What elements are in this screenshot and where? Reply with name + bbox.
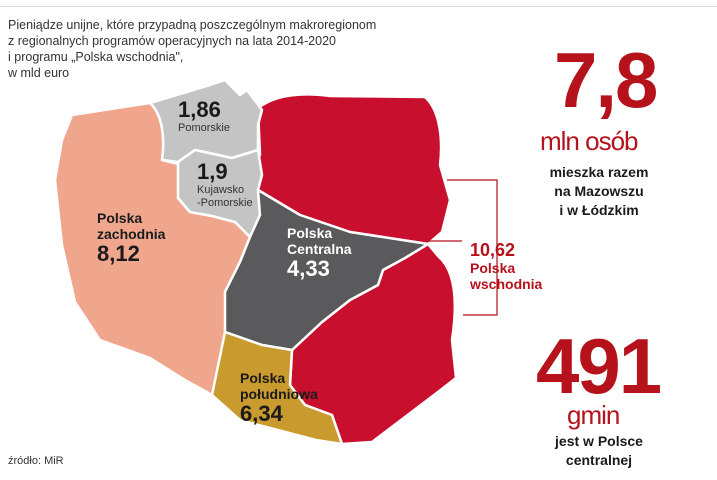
region-value: 1,9 xyxy=(197,159,228,184)
region-name: Pomorskie xyxy=(178,122,230,134)
label-wschodnia: 10,62 Polska wschodnia xyxy=(470,240,542,292)
desc-line: centralnej xyxy=(565,452,633,468)
caption-line: i programu „Polska wschodnia", xyxy=(8,50,184,64)
desc-line: i w Łódzkim xyxy=(559,202,639,218)
region-value: 4,33 xyxy=(287,256,330,281)
caption-line: w mld euro xyxy=(8,66,70,80)
label-kujawsko: 1,9 Kujawsko -Pomorskie xyxy=(197,160,253,210)
desc-line: mieszka razem xyxy=(549,164,649,180)
label-poludniowa: Polska południowa 6,34 xyxy=(240,370,318,426)
region-name: Polska xyxy=(287,225,333,241)
region-name: zachodnia xyxy=(97,226,166,242)
gminy-count: 491 xyxy=(536,322,662,410)
region-value: 8,12 xyxy=(97,241,140,266)
caption: Pieniądze unijne, które przypadną poszcz… xyxy=(8,17,408,81)
region-name: Centralna xyxy=(287,241,352,257)
region-value: 10,62 xyxy=(470,240,516,260)
region-polska-poludniowa xyxy=(210,330,344,446)
label-pomorskie: 1,86 Pomorskie xyxy=(178,98,230,135)
gminy-unit: gmin xyxy=(567,400,620,430)
people-description: mieszka razem na Mazowszu i w Łódzkim xyxy=(538,163,660,220)
region-name: Polska xyxy=(470,260,516,276)
region-name: Kujawsko xyxy=(197,184,245,196)
region-pomorskie xyxy=(148,78,264,164)
region-name: wschodnia xyxy=(470,276,543,292)
caption-line: Pieniądze unijne, które przypadną poszcz… xyxy=(8,18,377,32)
region-name: Polska xyxy=(240,370,286,386)
label-centralna: Polska Centralna 4,33 xyxy=(287,225,352,281)
region-value: 6,34 xyxy=(240,401,283,426)
region-name: południowa xyxy=(240,386,318,402)
people-unit: mln osób xyxy=(540,126,638,156)
region-name: Polska xyxy=(97,210,143,226)
desc-line: jest w Polsce xyxy=(555,433,643,449)
region-value: 1,86 xyxy=(178,97,221,122)
people-count: 7,8 xyxy=(554,36,658,124)
connector-bracket xyxy=(426,179,498,316)
source-note: źródło: MiR xyxy=(8,455,64,467)
top-divider xyxy=(0,6,717,7)
region-name: -Pomorskie xyxy=(197,197,253,209)
caption-line: z regionalnych programów operacyjnych na… xyxy=(8,34,336,48)
region-polska-centralna xyxy=(223,188,430,352)
gminy-description: jest w Polsce centralnej xyxy=(538,432,660,470)
desc-line: na Mazowszu xyxy=(554,183,644,199)
label-zachodnia: Polska zachodnia 8,12 xyxy=(97,210,165,266)
